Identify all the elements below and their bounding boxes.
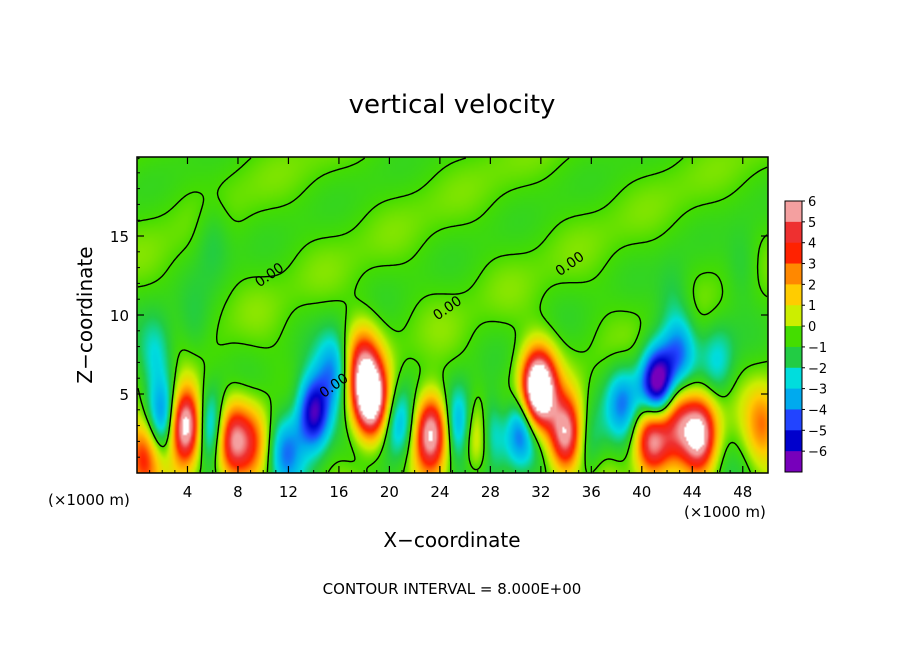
colorbar-swatch <box>785 346 802 369</box>
colorbar-swatch <box>785 242 802 264</box>
colorbar-swatch <box>785 201 802 223</box>
x-axis-ticks: 4 8 12 16 20 24 28 32 36 40 44 48 <box>149 157 756 501</box>
colorbar-swatch <box>785 263 802 285</box>
x-tick-label: 44 <box>683 483 702 501</box>
y-tick-label: 15 <box>110 228 129 246</box>
y-tick-label: 5 <box>119 386 129 404</box>
x-tick-label: 16 <box>329 483 348 501</box>
y-axis-label: Z−coordinate <box>73 246 97 383</box>
velocity-field-image <box>137 157 768 473</box>
colorbar-label: −4 <box>808 403 827 418</box>
y-axis-ticks: 5 10 15 <box>110 172 768 458</box>
colorbar-swatch <box>785 409 802 431</box>
x-unit-right: (×1000 m) <box>684 503 766 521</box>
colorbar-frame <box>784 200 803 473</box>
contour-interval-note: CONTOUR INTERVAL = 8.000E+00 <box>323 580 582 598</box>
x-tick-label: 28 <box>481 483 500 501</box>
colorbar-swatch <box>785 430 802 452</box>
y-tick-label: 10 <box>110 307 129 325</box>
x-tick-label: 32 <box>531 483 550 501</box>
chart-title: vertical velocity <box>349 90 556 120</box>
zero-contour <box>137 157 768 473</box>
x-tick-label: 40 <box>632 483 651 501</box>
colorbar-label: 6 <box>808 195 816 210</box>
colorbar-swatch <box>785 284 802 306</box>
x-axis-label: X−coordinate <box>383 528 520 552</box>
colorbar-swatch <box>785 367 802 390</box>
colorbar-label: 1 <box>808 299 816 314</box>
x-tick-label: 24 <box>430 483 449 501</box>
colorbar-label: −6 <box>808 445 827 460</box>
plot-area: 0.000.000.000.00 <box>136 156 769 474</box>
x-tick-label: 36 <box>582 483 601 501</box>
x-tick-label: 4 <box>183 483 193 501</box>
x-tick-label: 12 <box>279 483 298 501</box>
colorbar-swatch <box>785 221 802 244</box>
colorbar-label: −1 <box>808 341 827 356</box>
x-tick-label: 8 <box>233 483 243 501</box>
colorbar-swatch <box>785 388 802 410</box>
colorbar-swatch <box>785 305 802 327</box>
x-tick-label: 20 <box>380 483 399 501</box>
colorbar: 6 5 4 3 2 1 0 −1 −2 −3 −4 −5 −6 <box>784 195 827 473</box>
colorbar-label: −3 <box>808 383 827 398</box>
colorbar-swatch <box>785 451 802 473</box>
colorbar-label: 5 <box>808 216 816 231</box>
zero-contour-lines <box>137 157 768 473</box>
colorbar-label: 0 <box>808 320 816 335</box>
colorbar-label: −5 <box>808 424 827 439</box>
colorbar-label: 4 <box>808 237 816 252</box>
colorbar-swatch <box>785 326 802 348</box>
colorbar-label: 3 <box>808 258 816 273</box>
colorbar-label: 2 <box>808 278 816 293</box>
x-tick-label: 48 <box>733 483 752 501</box>
x-unit-left: (×1000 m) <box>48 491 130 509</box>
colorbar-label: −2 <box>808 362 827 377</box>
